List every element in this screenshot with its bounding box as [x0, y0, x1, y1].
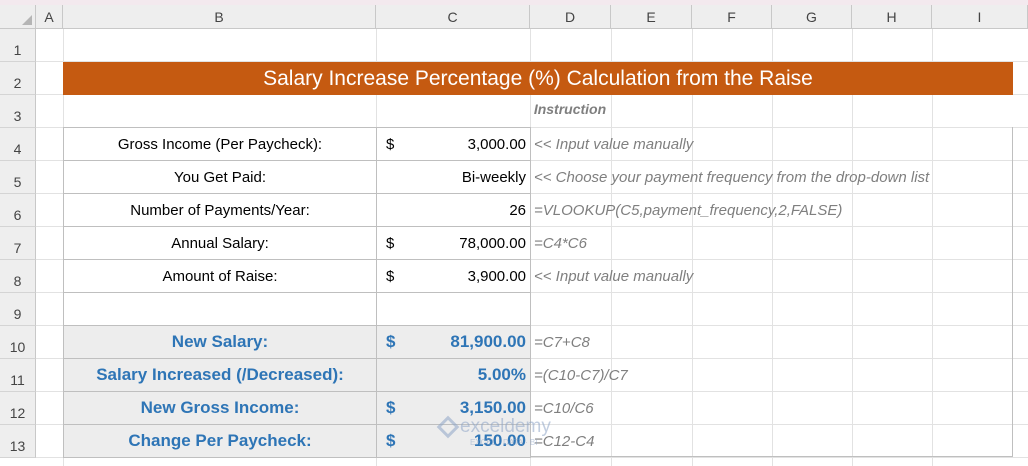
- gridline: [852, 29, 853, 466]
- gridline: [36, 193, 1028, 194]
- gridline: [36, 160, 1028, 161]
- empty-cell-c9[interactable]: [376, 292, 531, 326]
- label-pay-frequency[interactable]: You Get Paid:: [63, 160, 377, 194]
- row-header-9[interactable]: 9: [0, 293, 36, 326]
- value-text: 3,900.00: [467, 267, 526, 285]
- gridline: [932, 29, 933, 466]
- row-header-4[interactable]: 4: [0, 128, 36, 161]
- label-annual-salary[interactable]: Annual Salary:: [63, 226, 377, 260]
- currency-symbol: $: [386, 431, 396, 450]
- column-header-g[interactable]: G: [772, 5, 852, 29]
- column-header-i[interactable]: I: [932, 5, 1028, 29]
- note-change-per-paycheck[interactable]: =C12-C4: [534, 433, 595, 450]
- row-header-7[interactable]: 7: [0, 227, 36, 260]
- title-banner[interactable]: Salary Increase Percentage (%) Calculati…: [63, 62, 1013, 95]
- gridline: [36, 292, 1028, 293]
- gridline: [772, 29, 773, 466]
- watermark-tagline: EXCEL · DATA · BI: [470, 438, 538, 447]
- note-payments-per-year[interactable]: =VLOOKUP(C5,payment_frequency,2,FALSE): [534, 202, 843, 219]
- label-payments-per-year[interactable]: Number of Payments/Year:: [63, 193, 377, 227]
- exceldemy-watermark: exceldemy EXCEL · DATA · BI: [436, 415, 551, 447]
- gridline: [36, 226, 1028, 227]
- column-header-a[interactable]: A: [36, 5, 63, 29]
- value-text: 78,000.00: [459, 234, 526, 252]
- instruction-header[interactable]: Instruction: [533, 101, 607, 117]
- value-change-per-paycheck[interactable]: $150.00: [376, 424, 531, 458]
- note-pay-frequency[interactable]: << Choose your payment frequency from th…: [534, 169, 930, 186]
- gridline: [36, 358, 1028, 359]
- value-text: 81,900.00: [450, 332, 526, 351]
- gridline: [36, 391, 1028, 392]
- watermark-name: exceldemy: [460, 416, 551, 437]
- exceldemy-logo-icon: [436, 415, 460, 439]
- currency-symbol: $: [386, 135, 395, 153]
- column-header-b[interactable]: B: [63, 5, 376, 29]
- gridline: [36, 325, 1028, 326]
- row-header-8[interactable]: 8: [0, 260, 36, 293]
- gridline: [36, 457, 1028, 458]
- value-amount-of-raise[interactable]: $3,900.00: [376, 259, 531, 293]
- value-gross-income[interactable]: $3,000.00: [376, 127, 531, 161]
- currency-symbol: $: [386, 234, 395, 252]
- label-gross-income[interactable]: Gross Income (Per Paycheck):: [63, 127, 377, 161]
- note-new-salary[interactable]: =C7+C8: [534, 334, 590, 351]
- row-header-2[interactable]: 2: [0, 62, 36, 95]
- note-new-gross-income[interactable]: =C10/C6: [534, 400, 594, 417]
- note-amount-of-raise[interactable]: << Input value manually: [534, 268, 694, 285]
- value-text: 3,150.00: [459, 398, 526, 417]
- row-header-11[interactable]: 11: [0, 359, 36, 392]
- note-annual-salary[interactable]: =C4*C6: [534, 235, 587, 252]
- note-salary-increased[interactable]: =(C10-C7)/C7: [534, 367, 628, 384]
- currency-symbol: $: [386, 398, 396, 417]
- column-header-h[interactable]: H: [852, 5, 932, 29]
- value-new-gross-income[interactable]: $3,150.00: [376, 391, 531, 425]
- row-header-3[interactable]: 3: [0, 95, 36, 128]
- column-header-c[interactable]: C: [376, 5, 530, 29]
- label-change-per-paycheck[interactable]: Change Per Paycheck:: [63, 424, 377, 458]
- label-amount-of-raise[interactable]: Amount of Raise:: [63, 259, 377, 293]
- currency-symbol: $: [386, 267, 395, 285]
- row-header-6[interactable]: 6: [0, 194, 36, 227]
- value-annual-salary[interactable]: $78,000.00: [376, 226, 531, 260]
- instruction-column-border: [530, 127, 1013, 457]
- window-top-strip: [0, 0, 1028, 5]
- gridline: [36, 127, 1028, 128]
- empty-cell-b9[interactable]: [63, 292, 377, 326]
- value-text: 150.00: [474, 431, 526, 450]
- gridline: [692, 29, 693, 466]
- value-pay-frequency-dropdown[interactable]: Bi-weekly: [376, 160, 531, 194]
- select-all-triangle-icon: [22, 15, 32, 25]
- label-salary-increased[interactable]: Salary Increased (/Decreased):: [63, 358, 377, 392]
- gridline: [36, 259, 1028, 260]
- note-gross-income[interactable]: << Input value manually: [534, 136, 694, 153]
- row-header-12[interactable]: 12: [0, 392, 36, 425]
- row-header-5[interactable]: 5: [0, 161, 36, 194]
- select-all-corner[interactable]: [0, 5, 36, 29]
- row-header-1[interactable]: 1: [0, 29, 36, 62]
- value-payments-per-year[interactable]: 26: [376, 193, 531, 227]
- row-header-10[interactable]: 10: [0, 326, 36, 359]
- value-new-salary[interactable]: $81,900.00: [376, 325, 531, 359]
- value-text: 3,000.00: [467, 135, 526, 153]
- gridline: [36, 61, 1028, 62]
- currency-symbol: $: [386, 332, 396, 351]
- column-header-e[interactable]: E: [611, 5, 692, 29]
- column-header-f[interactable]: F: [692, 5, 772, 29]
- gridline: [611, 29, 612, 466]
- value-salary-increased[interactable]: 5.00%: [376, 358, 531, 392]
- label-new-gross-income[interactable]: New Gross Income:: [63, 391, 377, 425]
- column-header-d[interactable]: D: [530, 5, 611, 29]
- row-header-13[interactable]: 13: [0, 425, 36, 458]
- label-new-salary[interactable]: New Salary:: [63, 325, 377, 359]
- gridline: [36, 424, 1028, 425]
